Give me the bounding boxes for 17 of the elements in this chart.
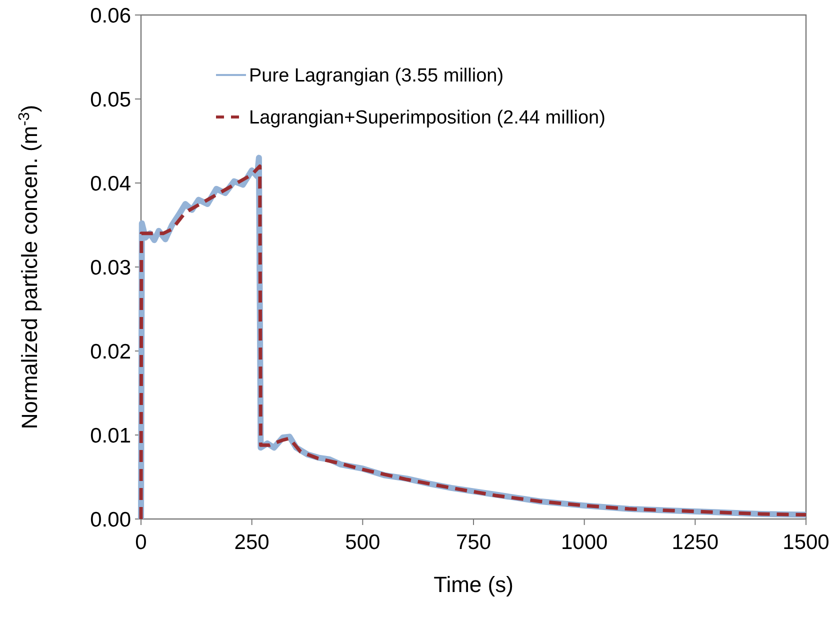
legend-label: Lagrangian+Superimposition (2.44 million) <box>249 108 606 129</box>
x-tick-label: 250 <box>234 531 270 554</box>
y-tick-label: 0.02 <box>90 340 131 364</box>
y-tick-label: 0.00 <box>90 508 131 532</box>
legend-label: Pure Lagrangian (3.55 million) <box>249 66 504 87</box>
y-tick-label: 0.04 <box>90 172 132 196</box>
x-tick-label: 1000 <box>560 531 608 554</box>
x-axis-title: Time (s) <box>434 572 514 597</box>
x-tick-label: 1250 <box>672 531 719 554</box>
x-tick-label: 0 <box>135 531 147 554</box>
x-tick-label: 750 <box>456 531 492 554</box>
x-tick-label: 500 <box>345 531 380 554</box>
y-tick-label: 0.03 <box>90 256 131 280</box>
y-tick-label: 0.01 <box>90 424 131 448</box>
y-tick-label: 0.05 <box>90 88 131 112</box>
x-tick-label: 1500 <box>782 531 830 554</box>
y-tick-label: 0.06 <box>90 4 131 28</box>
